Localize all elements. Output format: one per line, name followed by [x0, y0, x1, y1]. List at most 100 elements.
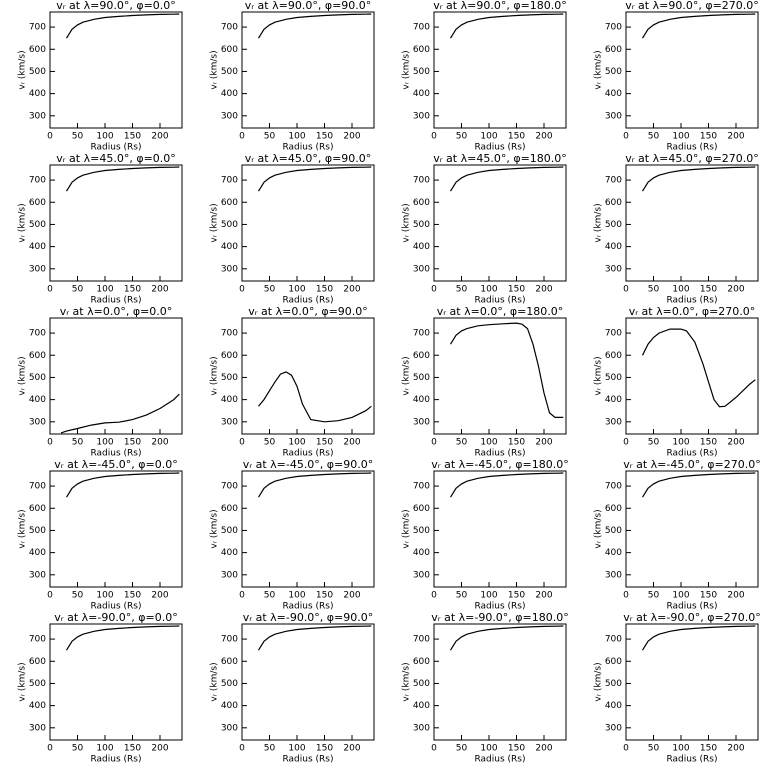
panel: vᵣ at λ=-45.0°, φ=180.0° 0 50 100 150 200 300 4…	[402, 458, 569, 612]
x-tick-label: 150	[316, 744, 333, 754]
plot-area	[641, 166, 756, 192]
panel-title: vᵣ at λ=-90.0°, φ=180.0°	[431, 611, 569, 624]
data-line	[641, 625, 756, 651]
x-axis-label: Radius (Rs)	[474, 296, 525, 306]
y-tick-label: 700	[29, 329, 46, 339]
x-tick-label: 0	[239, 132, 245, 142]
y-tick-label: 700	[605, 23, 622, 33]
x-axis-label: Radius (Rs)	[90, 755, 141, 765]
y-tick-label: 600	[29, 657, 46, 667]
y-tick-label: 400	[29, 548, 46, 558]
panel-title: vᵣ at λ=45.0°, φ=180.0°	[433, 152, 567, 165]
y-tick-label: 300	[413, 111, 430, 121]
panel: vᵣ at λ=90.0°, φ=180.0° 0 50 100 150 200 300 40…	[402, 0, 567, 153]
x-tick-label: 200	[535, 744, 552, 754]
y-tick-label: 700	[413, 23, 430, 33]
y-tick-label: 400	[413, 701, 430, 711]
x-tick-label: 50	[72, 132, 84, 142]
panel: vᵣ at λ=45.0°, φ=90.0° 0 50 100 150 200 300 400…	[210, 152, 375, 306]
plot-frame	[433, 164, 567, 282]
y-tick-label: 400	[605, 89, 622, 99]
y-tick-label: 600	[413, 198, 430, 208]
plot-frame	[241, 164, 375, 282]
y-tick-label: 500	[413, 67, 430, 77]
x-tick-label: 50	[648, 285, 660, 295]
y-tick-label: 400	[29, 89, 46, 99]
data-line	[449, 472, 564, 498]
x-axis-label: Radius (Rs)	[666, 143, 717, 153]
panel-title: vᵣ at λ=90.0°, φ=90.0°	[245, 0, 372, 12]
panel: vᵣ at λ=-90.0°, φ=180.0° 0 50 100 150 200 300 4…	[402, 611, 569, 765]
x-axis-label: Radius (Rs)	[90, 602, 141, 612]
x-tick-label: 200	[535, 591, 552, 601]
y-tick-label: 500	[29, 526, 46, 536]
data-line	[257, 166, 372, 192]
plot-area	[449, 13, 564, 39]
x-tick-label: 200	[727, 744, 744, 754]
x-tick-label: 50	[456, 132, 468, 142]
y-axis-label: vᵣ (km/s)	[210, 356, 220, 395]
y-tick-label: 300	[221, 723, 238, 733]
panel-title: vᵣ at λ=-90.0°, φ=90.0°	[243, 611, 374, 624]
y-tick-label: 300	[29, 723, 46, 733]
x-axis-label: Radius (Rs)	[282, 296, 333, 306]
x-tick-label: 100	[288, 744, 305, 754]
x-tick-label: 0	[47, 591, 53, 601]
x-tick-label: 50	[648, 438, 660, 448]
x-tick-label: 0	[431, 591, 437, 601]
y-tick-label: 400	[413, 89, 430, 99]
x-tick-label: 0	[239, 438, 245, 448]
y-tick-label: 300	[29, 111, 46, 121]
plot-frame	[49, 623, 183, 741]
panel-title: vᵣ at λ=90.0°, φ=180.0°	[433, 0, 567, 12]
plot-frame	[49, 317, 183, 435]
x-axis-label: Radius (Rs)	[666, 755, 717, 765]
y-tick-label: 400	[221, 548, 238, 558]
x-tick-label: 200	[535, 132, 552, 142]
x-tick-label: 200	[535, 285, 552, 295]
y-axis-label: vᵣ (km/s)	[402, 509, 412, 548]
plot-frame	[433, 470, 567, 588]
x-tick-label: 150	[508, 438, 525, 448]
plot-area	[65, 472, 180, 498]
y-tick-label: 500	[605, 220, 622, 230]
y-axis-label: vᵣ (km/s)	[18, 509, 28, 548]
y-tick-label: 300	[605, 570, 622, 580]
panel: vᵣ at λ=0.0°, φ=180.0° 0 50 100 150 200 300 400…	[402, 305, 567, 459]
x-tick-label: 150	[700, 591, 717, 601]
y-tick-label: 600	[605, 657, 622, 667]
x-tick-label: 150	[700, 744, 717, 754]
x-tick-label: 200	[343, 438, 360, 448]
x-axis-label: Radius (Rs)	[474, 755, 525, 765]
y-tick-label: 500	[413, 679, 430, 689]
plot-frame	[433, 317, 567, 435]
x-tick-label: 0	[239, 591, 245, 601]
x-tick-label: 200	[343, 591, 360, 601]
plot-frame	[241, 623, 375, 741]
y-tick-label: 600	[605, 45, 622, 55]
y-tick-label: 400	[29, 242, 46, 252]
y-tick-label: 500	[413, 220, 430, 230]
x-tick-label: 0	[47, 438, 53, 448]
y-tick-label: 400	[605, 242, 622, 252]
y-tick-label: 500	[29, 679, 46, 689]
y-tick-label: 700	[605, 176, 622, 186]
x-tick-label: 200	[727, 132, 744, 142]
x-tick-label: 50	[648, 591, 660, 601]
data-line	[449, 166, 564, 192]
y-tick-label: 700	[413, 482, 430, 492]
y-tick-label: 300	[413, 723, 430, 733]
x-tick-label: 100	[480, 285, 497, 295]
plot-frame	[625, 11, 759, 129]
x-tick-label: 200	[727, 438, 744, 448]
data-line	[641, 328, 756, 408]
x-tick-label: 200	[727, 285, 744, 295]
y-tick-label: 500	[221, 373, 238, 383]
x-tick-label: 0	[623, 744, 629, 754]
y-tick-label: 700	[221, 329, 238, 339]
plot-area	[65, 13, 180, 39]
panel-title: vᵣ at λ=-90.0°, φ=270.0°	[623, 611, 761, 624]
x-tick-label: 50	[648, 132, 660, 142]
data-line	[65, 166, 180, 192]
x-tick-label: 0	[431, 744, 437, 754]
